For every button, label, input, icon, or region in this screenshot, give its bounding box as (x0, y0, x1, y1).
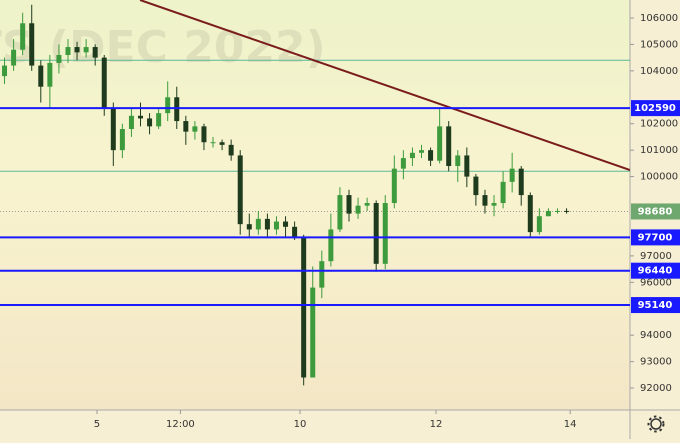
candle-body (518, 168, 524, 196)
candle-body (20, 23, 26, 50)
x-tick-label: 12 (430, 419, 443, 430)
y-axis-area (630, 0, 680, 439)
watermark: RTS (DEC 2022) (0, 22, 326, 73)
candle-body (192, 126, 198, 132)
level-label: 96440 (638, 266, 673, 277)
candle-body (183, 121, 189, 132)
candle-body (491, 203, 497, 206)
candle-body (419, 150, 425, 153)
candle-body (2, 65, 8, 77)
candle-body (373, 203, 379, 264)
candle-body (464, 155, 470, 177)
candle-body (310, 287, 316, 378)
y-tick-label: 102000 (640, 119, 678, 130)
trendline (139, 0, 630, 171)
candle-body (564, 210, 570, 212)
plot-layer: RTS (DEC 2022) (0, 0, 630, 386)
candle-body (83, 47, 89, 53)
x-tick-label: 5 (94, 419, 100, 430)
candle-body (147, 118, 153, 127)
candle-body (138, 115, 144, 119)
last-price-label: 98680 (638, 206, 673, 217)
x-tick-label: 12:00 (166, 419, 195, 430)
candle-body (319, 261, 325, 288)
candle-body (228, 144, 234, 156)
candle-body (382, 203, 388, 264)
level-label-box (631, 229, 680, 246)
y-tick-label: 101000 (640, 145, 678, 156)
y-tick-label: 92000 (640, 383, 672, 394)
y-tick-label: 94000 (640, 330, 672, 341)
x-tick-label: 10 (294, 419, 307, 430)
candle-body (509, 168, 515, 182)
candle-body (545, 210, 551, 217)
level-label: 97700 (638, 232, 673, 243)
candle-body (536, 216, 542, 233)
candle-body (337, 195, 343, 230)
candle-body (554, 210, 560, 212)
level-label-box (631, 297, 680, 314)
candle-body (428, 150, 434, 161)
candle-body (101, 57, 107, 108)
y-tick-label: 93000 (640, 357, 672, 368)
candle-body (527, 195, 533, 233)
level-label: 95140 (638, 300, 673, 311)
candle-body (364, 203, 370, 206)
candle-body (156, 113, 162, 127)
y-tick-label: 106000 (640, 13, 678, 24)
candle-body (292, 226, 298, 238)
settings-icon[interactable] (647, 415, 665, 433)
candle-body (355, 205, 361, 214)
level-label-box (631, 100, 680, 117)
y-tick-label: 97000 (640, 251, 672, 262)
y-tick-label: 104000 (640, 66, 678, 77)
x-tick-label: 14 (564, 419, 577, 430)
last-price-box (631, 203, 680, 220)
candle-body (119, 129, 125, 151)
candle-body (409, 152, 415, 159)
candle-body (264, 218, 270, 230)
candle-body (201, 126, 207, 143)
candle-body (437, 126, 443, 161)
candle-body (446, 126, 452, 167)
candle-body (246, 224, 252, 230)
y-tick-label: 105000 (640, 39, 678, 50)
candle-body (455, 155, 461, 167)
candle-body (328, 229, 334, 262)
candle-body (346, 195, 352, 214)
candle-body (391, 168, 397, 204)
candle-body (482, 195, 488, 206)
candle-body (92, 47, 98, 58)
plot-group (0, 0, 630, 386)
candle-body (273, 221, 279, 230)
candle-body (473, 176, 479, 196)
candle-body (219, 142, 225, 145)
candle-body (65, 47, 71, 55)
y-tick-label: 96000 (640, 277, 672, 288)
candle-body (56, 54, 62, 63)
candle-body (128, 115, 134, 130)
candle-body (74, 47, 80, 53)
candle-body (29, 23, 35, 66)
axis-group: 92000 93000 94000 96000 97000 100000 101000 102… (94, 13, 680, 430)
candle-body (110, 107, 116, 151)
x-axis-area (0, 410, 630, 439)
candle-body (400, 158, 406, 169)
candle-body (237, 155, 243, 225)
level-label: 102590 (634, 103, 676, 114)
candle-body (500, 181, 506, 204)
candle-body (11, 49, 17, 66)
candle-body (255, 218, 261, 230)
candle-body (174, 97, 180, 122)
candle-body (210, 142, 216, 144)
candle-body (165, 97, 171, 114)
candle-body (38, 65, 44, 87)
level-label-box (631, 262, 680, 279)
candle-body (47, 62, 53, 87)
y-tick-label: 100000 (640, 172, 678, 183)
candle-body (301, 237, 307, 378)
candle-body (283, 221, 289, 227)
